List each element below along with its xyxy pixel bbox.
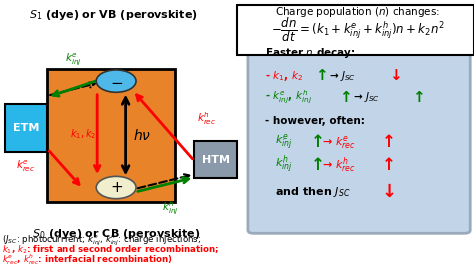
FancyBboxPatch shape — [5, 104, 47, 152]
Text: $k_{rec}^e$, $k_{rec}^h$: interfacial recombination): $k_{rec}^e$, $k_{rec}^h$: interfacial re… — [2, 252, 173, 266]
Text: $h\nu$: $h\nu$ — [133, 128, 151, 143]
FancyBboxPatch shape — [194, 141, 237, 178]
Text: → $k_{rec}^e$: → $k_{rec}^e$ — [322, 134, 356, 151]
Text: ($J_{SC}$: photocurrrent; $k_{inj}^e$, $k_{inj}^h$: charge injections;: ($J_{SC}$: photocurrrent; $k_{inj}^e$, $… — [2, 233, 201, 248]
FancyBboxPatch shape — [248, 41, 470, 233]
Text: and then $J_{SC}$: and then $J_{SC}$ — [275, 185, 350, 198]
Text: ↑: ↑ — [382, 156, 395, 174]
Text: $k_1, k_2$: $k_1, k_2$ — [70, 127, 96, 141]
Text: ETM: ETM — [13, 123, 39, 133]
Text: $+$: $+$ — [109, 180, 123, 195]
Circle shape — [96, 176, 136, 199]
FancyBboxPatch shape — [47, 69, 175, 202]
Text: ↑: ↑ — [412, 90, 425, 105]
Text: → $J_{SC}$: → $J_{SC}$ — [329, 69, 356, 83]
Text: - $k_{inj}^e$, $k_{inj}^h$: - $k_{inj}^e$, $k_{inj}^h$ — [265, 88, 312, 106]
Text: $k_{inj}^h$: $k_{inj}^h$ — [275, 154, 292, 176]
Text: ↑: ↑ — [315, 68, 328, 83]
Text: $k_{inj}^e$: $k_{inj}^e$ — [65, 51, 82, 67]
FancyBboxPatch shape — [237, 5, 474, 55]
Text: ↓: ↓ — [389, 68, 401, 83]
Text: ↑: ↑ — [339, 90, 352, 105]
Text: HTM: HTM — [201, 155, 230, 165]
Text: $S_0$ (dye) or CB (perovskite): $S_0$ (dye) or CB (perovskite) — [32, 227, 201, 241]
Text: → $J_{SC}$: → $J_{SC}$ — [353, 90, 380, 104]
Text: $k_{inj}^h$: $k_{inj}^h$ — [162, 200, 179, 217]
Text: $k_{rec}^h$: $k_{rec}^h$ — [197, 110, 216, 127]
Text: $S_1$ (dye) or VB (perovskite): $S_1$ (dye) or VB (perovskite) — [29, 8, 198, 22]
Text: $-\dfrac{dn}{dt} = (k_1+k_{inj}^e + k_{inj}^h)n + k_2n^2$: $-\dfrac{dn}{dt} = (k_1+k_{inj}^e + k_{i… — [271, 17, 445, 44]
Text: Faster $n$ decay:: Faster $n$ decay: — [265, 46, 356, 60]
Text: ↑: ↑ — [310, 133, 324, 151]
Text: ↓: ↓ — [382, 182, 397, 201]
Text: Charge population ($n$) changes:: Charge population ($n$) changes: — [275, 5, 440, 19]
Text: $k_1$, $k_2$: first and second order recombination;: $k_1$, $k_2$: first and second order rec… — [2, 244, 219, 256]
Text: → $k_{rec}^h$: → $k_{rec}^h$ — [322, 155, 356, 175]
Text: - however, often:: - however, often: — [265, 116, 365, 126]
Text: $-$: $-$ — [109, 74, 123, 89]
Text: ↑: ↑ — [382, 133, 395, 151]
Circle shape — [96, 70, 136, 92]
Text: $k_{inj}^e$: $k_{inj}^e$ — [275, 132, 292, 152]
Text: - $k_1$, $k_2$: - $k_1$, $k_2$ — [265, 69, 304, 83]
Text: ↑: ↑ — [310, 156, 324, 174]
Text: $k_{rec}^e$: $k_{rec}^e$ — [16, 159, 36, 174]
